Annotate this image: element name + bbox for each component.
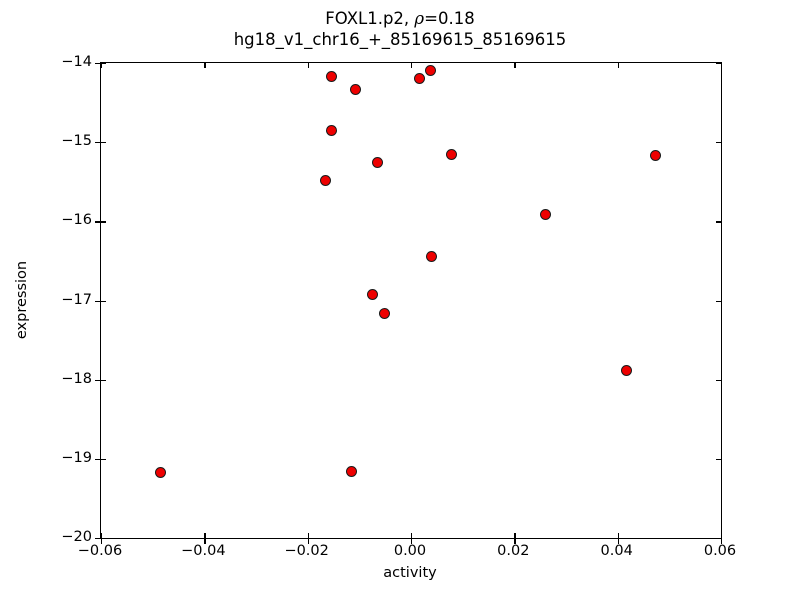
y-tick-label: −16 bbox=[61, 212, 92, 229]
chart-title-block: FOXL1.p2, ρ=0.18 hg18_v1_chr16_+_8516961… bbox=[0, 8, 800, 50]
y-tick-mark-inner bbox=[101, 221, 106, 223]
data-point bbox=[366, 289, 378, 301]
y-tick-label: −15 bbox=[61, 133, 92, 150]
x-tick-mark bbox=[204, 538, 206, 544]
x-tick-label: 0.06 bbox=[703, 543, 737, 559]
y-tick-mark-right bbox=[716, 142, 721, 144]
x-axis-label: activity bbox=[383, 565, 437, 581]
data-point bbox=[372, 157, 384, 169]
y-tick-mark-right bbox=[716, 300, 721, 302]
rho-value: =0.18 bbox=[424, 9, 475, 28]
y-tick-label: −19 bbox=[61, 449, 92, 466]
y-tick-mark bbox=[95, 221, 101, 223]
y-tick-mark-inner bbox=[101, 300, 106, 302]
y-tick-mark bbox=[95, 63, 101, 65]
x-tick-mark-inner bbox=[101, 533, 103, 538]
y-tick-mark-right bbox=[716, 379, 721, 381]
y-tick-mark bbox=[95, 300, 101, 302]
y-tick-label: −14 bbox=[61, 54, 92, 70]
x-tick-mark-top bbox=[514, 63, 516, 68]
data-point bbox=[326, 70, 338, 82]
plot-axes-frame bbox=[95, 62, 723, 544]
y-tick-mark-right bbox=[716, 221, 721, 223]
rho-symbol: ρ bbox=[414, 9, 425, 28]
y-tick-mark-right bbox=[716, 458, 721, 461]
x-tick-mark-top bbox=[617, 63, 619, 68]
y-tick-label: −20 bbox=[61, 529, 92, 545]
x-tick-mark-inner bbox=[514, 533, 516, 538]
data-point bbox=[446, 149, 458, 161]
x-tick-mark bbox=[721, 538, 723, 544]
data-point bbox=[326, 124, 338, 136]
x-tick-mark bbox=[101, 538, 103, 544]
y-tick-mark bbox=[95, 379, 101, 381]
data-point bbox=[540, 208, 552, 220]
plot-data-area bbox=[101, 63, 721, 538]
x-tick-label: 0.02 bbox=[497, 543, 530, 559]
y-axis-label: expression bbox=[14, 260, 30, 339]
data-point bbox=[425, 250, 437, 262]
data-point bbox=[378, 308, 390, 320]
x-tick-label: −0.04 bbox=[181, 543, 226, 559]
y-tick-mark-right bbox=[716, 538, 721, 540]
x-tick-mark-inner bbox=[204, 533, 206, 538]
y-tick-mark-inner bbox=[101, 379, 106, 381]
x-tick-mark-inner bbox=[617, 533, 619, 538]
y-tick-mark bbox=[95, 142, 101, 144]
x-tick-mark-top bbox=[411, 63, 413, 68]
data-point bbox=[424, 65, 436, 77]
x-tick-mark-inner bbox=[721, 533, 723, 538]
x-tick-mark-top bbox=[307, 63, 309, 68]
y-tick-mark-inner bbox=[101, 63, 106, 65]
x-tick-label: −0.02 bbox=[284, 543, 329, 559]
x-tick-mark bbox=[411, 538, 413, 544]
x-tick-mark bbox=[307, 538, 309, 544]
chart-title-prefix: FOXL1.p2, bbox=[325, 9, 415, 28]
x-tick-mark-inner bbox=[411, 533, 413, 538]
chart-title: FOXL1.p2, ρ=0.18 bbox=[0, 8, 800, 29]
data-point bbox=[621, 365, 633, 377]
x-tick-mark bbox=[514, 538, 516, 544]
x-tick-mark-top bbox=[101, 63, 103, 68]
x-tick-mark-inner bbox=[307, 533, 309, 538]
y-tick-mark-inner bbox=[101, 538, 106, 540]
x-tick-mark bbox=[617, 538, 619, 544]
x-tick-mark-top bbox=[721, 63, 723, 68]
y-tick-mark-right bbox=[716, 63, 721, 65]
y-tick-mark-inner bbox=[101, 458, 106, 461]
y-tick-label: −17 bbox=[61, 291, 92, 308]
chart-subtitle: hg18_v1_chr16_+_85169615_85169615 bbox=[233, 30, 567, 49]
x-tick-label: −0.06 bbox=[77, 543, 123, 559]
data-point bbox=[155, 466, 167, 478]
data-point bbox=[345, 466, 357, 477]
y-tick-label: −18 bbox=[61, 370, 92, 387]
x-tick-mark-top bbox=[204, 63, 206, 68]
data-point bbox=[349, 83, 361, 95]
y-tick-mark bbox=[95, 538, 101, 540]
x-tick-label: 0.00 bbox=[393, 543, 427, 559]
x-tick-label: 0.04 bbox=[600, 543, 633, 559]
data-point bbox=[650, 150, 662, 162]
y-tick-mark-inner bbox=[101, 142, 106, 144]
data-point bbox=[320, 175, 332, 187]
data-point bbox=[414, 72, 426, 84]
y-tick-mark bbox=[95, 458, 101, 461]
